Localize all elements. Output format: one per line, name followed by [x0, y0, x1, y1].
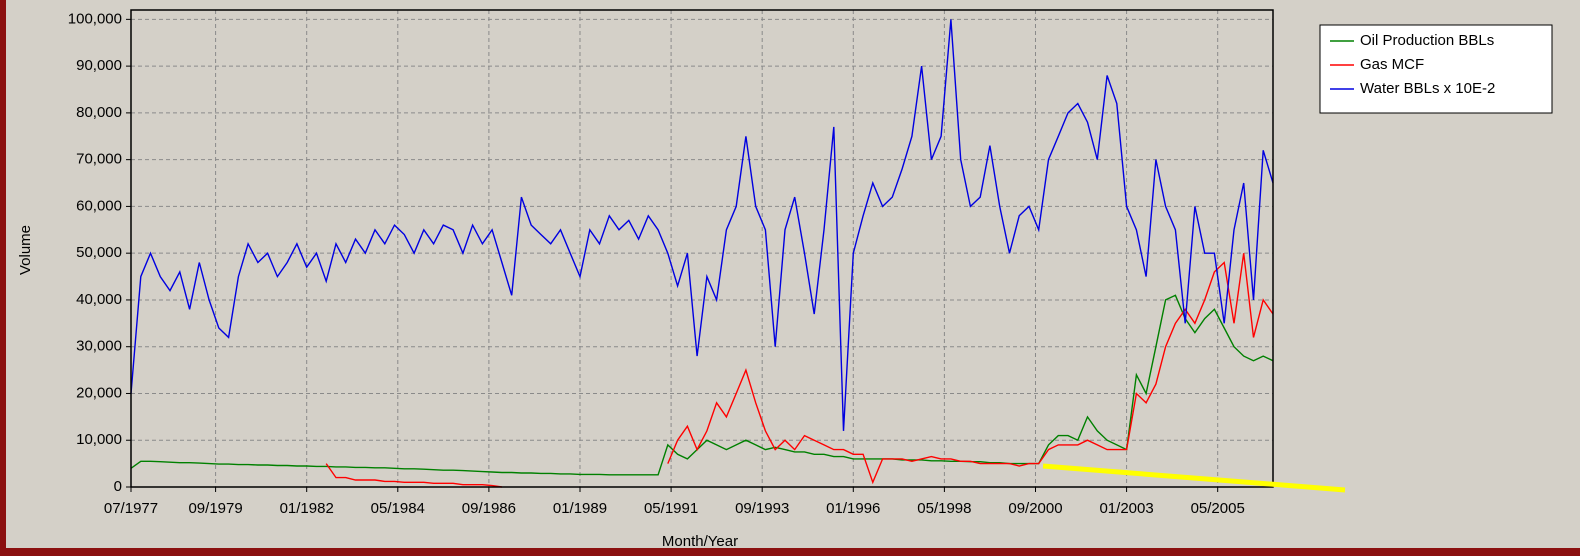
- legend-label: Water BBLs x 10E-2: [1360, 80, 1495, 97]
- y-tick-label: 30,000: [76, 338, 122, 355]
- y-tick-label: 40,000: [76, 291, 122, 308]
- y-tick-label: 70,000: [76, 151, 122, 168]
- x-tick-label: 09/1979: [188, 500, 242, 517]
- plot-frame: [130, 9, 1274, 488]
- x-tick-label: 01/2003: [1099, 500, 1153, 517]
- legend-label: Gas MCF: [1360, 56, 1424, 73]
- y-tick-label: 100,000: [68, 10, 122, 27]
- y-tick-label: 50,000: [76, 244, 122, 261]
- x-tick-label: 09/2000: [1008, 500, 1062, 517]
- legend: [1319, 24, 1553, 114]
- y-tick-label: 90,000: [76, 57, 122, 74]
- series-line: [130, 294, 1274, 476]
- plot: 0 10,000 20,000 30,000 40,000 50,000 60,000 70,…: [68, 9, 1274, 517]
- x-tick-label: 01/1982: [280, 500, 334, 517]
- x-tick-label: 01/1996: [826, 500, 880, 517]
- x-tick-label: 05/1991: [644, 500, 698, 517]
- y-tick-label: 10,000: [76, 431, 122, 448]
- legend-label: Oil Production BBLs: [1360, 32, 1494, 49]
- y-tick-label: 0: [114, 478, 122, 495]
- x-axis-label: Month/Year: [662, 533, 738, 550]
- annotation-line: [1042, 463, 1346, 493]
- y-tick-label: 80,000: [76, 104, 122, 121]
- series-line: [130, 19, 1274, 431]
- x-tick-label: 09/1993: [735, 500, 789, 517]
- x-tick-label: 01/1989: [553, 500, 607, 517]
- y-axis-label: Volume: [17, 225, 34, 275]
- x-tick-label: 05/2005: [1191, 500, 1245, 517]
- plot-area: [131, 10, 1273, 487]
- y-tick-label: 60,000: [76, 197, 122, 214]
- x-tick-label: 07/1977: [104, 500, 158, 517]
- series-line: [325, 253, 1274, 488]
- x-tick-label: 05/1998: [917, 500, 971, 517]
- y-tick-label: 20,000: [76, 384, 122, 401]
- x-tick-label: 09/1986: [462, 500, 516, 517]
- x-tick-label: 05/1984: [371, 500, 425, 517]
